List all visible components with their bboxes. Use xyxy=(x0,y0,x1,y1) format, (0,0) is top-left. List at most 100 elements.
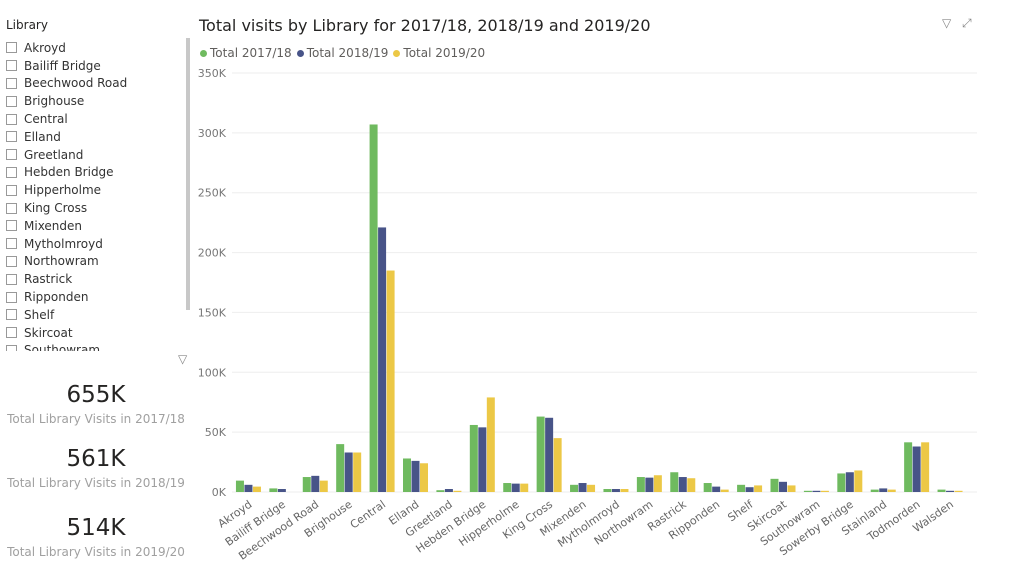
checkbox[interactable] xyxy=(6,220,17,232)
bar xyxy=(453,490,462,492)
slicer-item[interactable]: Skircoat xyxy=(6,324,181,342)
checkbox[interactable] xyxy=(6,113,17,125)
x-tick-label: Bailiff Bridge xyxy=(223,498,288,549)
slicer-list: Akroyd Bailiff Bridge Beechwood Road Brigho… xyxy=(6,39,181,351)
x-tick-label: Mytholmroyd xyxy=(555,498,622,550)
bar xyxy=(770,478,779,492)
checkbox[interactable] xyxy=(6,60,17,72)
x-tick-label: Hipperholme xyxy=(456,498,522,549)
card-value: 514K xyxy=(66,515,126,541)
card-2018-19: 561K Total Library Visits in 2018/19 xyxy=(0,446,192,490)
bar xyxy=(486,397,495,492)
checkbox[interactable] xyxy=(6,273,17,285)
card-label: Total Library Visits in 2018/19 xyxy=(7,476,185,490)
bar xyxy=(620,489,629,492)
slicer-item-label: Ripponden xyxy=(24,290,89,305)
bar xyxy=(912,446,921,492)
checkbox[interactable] xyxy=(6,291,17,303)
slicer-item[interactable]: Hebden Bridge xyxy=(6,164,181,182)
slicer-item-label: Akroyd xyxy=(24,40,66,55)
card-label: Total Library Visits in 2017/18 xyxy=(7,412,185,426)
slicer-item[interactable]: Beechwood Road xyxy=(6,75,181,93)
checkbox[interactable] xyxy=(6,149,17,161)
slicer-item[interactable]: Greetland xyxy=(6,146,181,164)
y-tick-label: 350K xyxy=(198,67,227,80)
legend: Total 2017/18 Total 2018/19 Total 2019/20 xyxy=(200,46,485,60)
x-tick-label: Hebden Bridge xyxy=(414,498,489,556)
slicer-item[interactable]: Brighouse xyxy=(6,92,181,110)
checkbox[interactable] xyxy=(6,166,17,178)
bar xyxy=(570,484,579,492)
checkbox[interactable] xyxy=(6,202,17,214)
checkbox[interactable] xyxy=(6,327,17,339)
bar xyxy=(578,483,587,492)
bar xyxy=(444,489,453,492)
slicer-item-label: Shelf xyxy=(24,307,55,322)
checkbox[interactable] xyxy=(6,131,17,143)
y-tick-label: 300K xyxy=(198,127,227,140)
slicer-item[interactable]: Northowram xyxy=(6,253,181,271)
slicer-item[interactable]: Central xyxy=(6,110,181,128)
bar xyxy=(720,489,729,492)
bar xyxy=(887,489,896,492)
x-tick-label: Shelf xyxy=(725,497,756,524)
checkbox[interactable] xyxy=(6,95,17,107)
checkbox[interactable] xyxy=(6,42,17,54)
legend-item[interactable]: Total 2018/19 xyxy=(296,46,388,60)
bar xyxy=(803,490,812,492)
card-value: 655K xyxy=(66,382,126,408)
bar xyxy=(937,489,946,492)
bar xyxy=(344,452,353,492)
slicer-item[interactable]: Hipperholme xyxy=(6,181,181,199)
legend-marker xyxy=(200,50,207,57)
bar xyxy=(553,438,562,492)
checkbox[interactable] xyxy=(6,77,17,89)
bar xyxy=(403,458,411,492)
bar xyxy=(378,227,387,492)
checkbox[interactable] xyxy=(6,344,17,351)
filter-icon[interactable]: ▽ xyxy=(942,16,952,30)
bar xyxy=(520,483,529,492)
checkbox[interactable] xyxy=(6,255,17,267)
slicer-item[interactable]: Ripponden xyxy=(6,288,181,306)
slicer-item[interactable]: Akroyd xyxy=(6,39,181,57)
x-tick-label: King Cross xyxy=(500,498,555,542)
slicer-item-label: Greetland xyxy=(24,147,84,162)
x-tick-label: Brighouse xyxy=(302,498,355,540)
x-tick-label: Greetland xyxy=(403,498,455,540)
bar xyxy=(737,484,746,492)
filter-icon[interactable]: ▽ xyxy=(178,352,188,366)
bar xyxy=(946,490,955,492)
slicer-item[interactable]: Elland xyxy=(6,128,181,146)
slicer-item[interactable]: King Cross xyxy=(6,199,181,217)
bar xyxy=(603,489,612,492)
slicer-item-label: Bailiff Bridge xyxy=(24,58,101,73)
legend-item[interactable]: Total 2019/20 xyxy=(393,46,485,60)
bar xyxy=(854,470,863,492)
bar xyxy=(870,489,879,492)
slicer-item-label: Central xyxy=(24,112,68,127)
slicer-item[interactable]: Mixenden xyxy=(6,217,181,235)
slicer-item-label: Mixenden xyxy=(24,218,83,233)
bar xyxy=(511,483,520,492)
slicer-item[interactable]: Mytholmroyd xyxy=(6,235,181,253)
bar xyxy=(779,481,787,492)
x-tick-label: Northowram xyxy=(592,498,656,548)
bar xyxy=(235,480,244,492)
focus-mode-icon[interactable]: ⤢ xyxy=(962,16,972,30)
checkbox[interactable] xyxy=(6,184,17,196)
slicer-item-label: Skircoat xyxy=(24,325,73,340)
slicer-item[interactable]: Shelf xyxy=(6,306,181,324)
legend-item[interactable]: Total 2017/18 xyxy=(200,46,292,60)
slicer-item[interactable]: Rastrick xyxy=(6,270,181,288)
checkbox[interactable] xyxy=(6,238,17,250)
x-tick-label: Beechwood Road xyxy=(236,498,321,563)
slicer-scrollbar[interactable] xyxy=(186,38,190,310)
bar xyxy=(645,477,654,492)
y-tick-label: 200K xyxy=(198,247,227,260)
slicer-item[interactable]: Southowram xyxy=(6,342,181,351)
bar xyxy=(536,416,545,492)
slicer-item[interactable]: Bailiff Bridge xyxy=(6,57,181,75)
checkbox[interactable] xyxy=(6,309,17,321)
bar xyxy=(386,270,395,492)
